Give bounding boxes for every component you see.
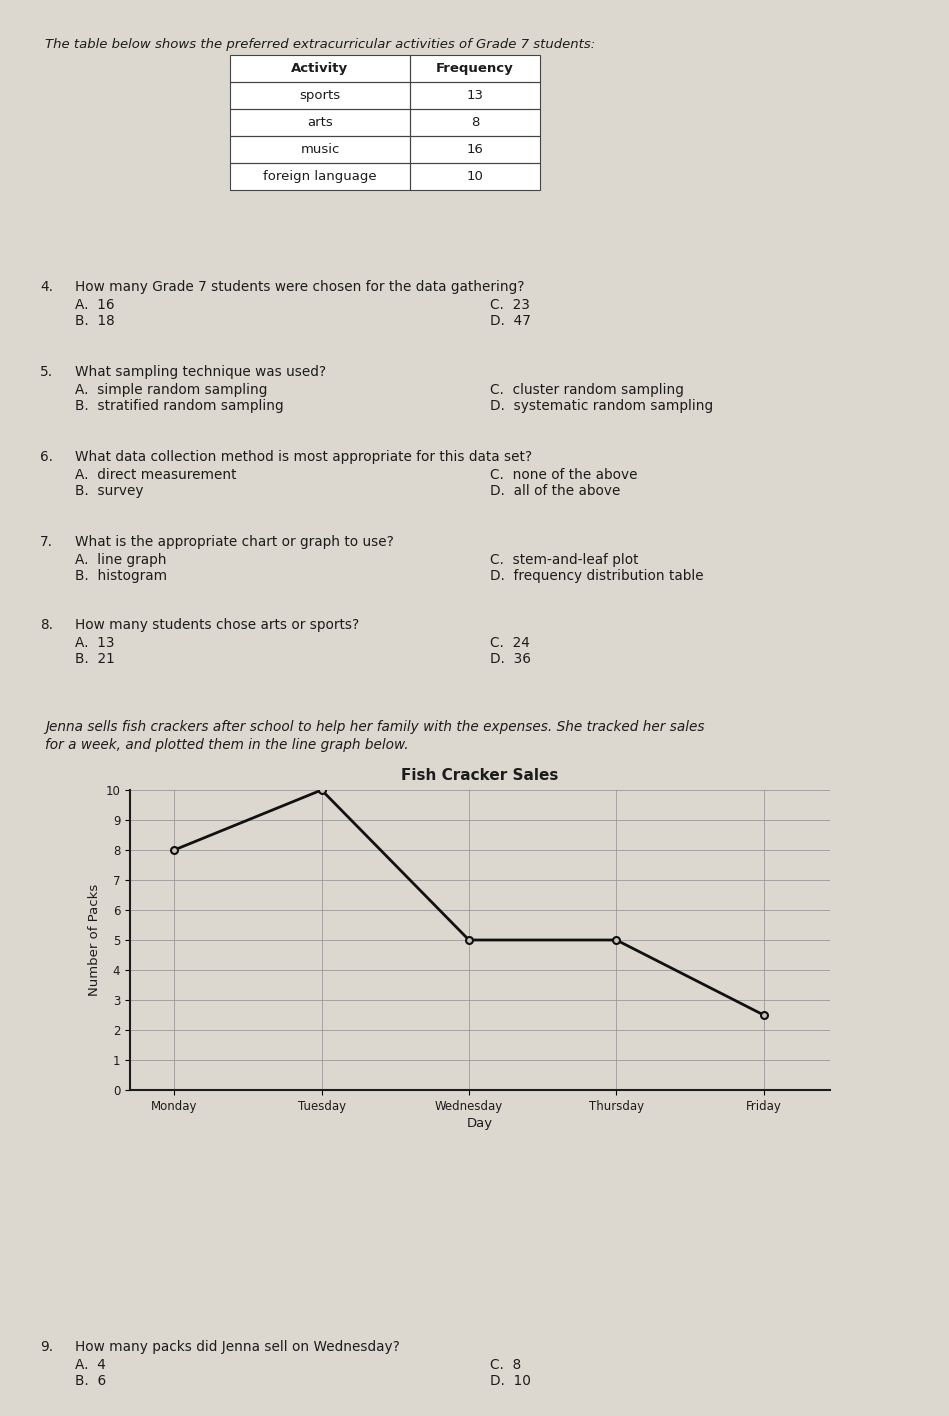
Text: How many Grade 7 students were chosen for the data gathering?: How many Grade 7 students were chosen fo… xyxy=(75,280,525,295)
Bar xyxy=(410,82,540,109)
Text: 16: 16 xyxy=(467,143,483,156)
Text: B.  survey: B. survey xyxy=(75,484,143,498)
Bar xyxy=(230,82,540,109)
Text: Frequency: Frequency xyxy=(437,62,513,75)
Bar xyxy=(230,163,540,190)
Text: What data collection method is most appropriate for this data set?: What data collection method is most appr… xyxy=(75,450,532,464)
Text: C.  cluster random sampling: C. cluster random sampling xyxy=(490,382,684,396)
Bar xyxy=(230,55,410,82)
Text: sports: sports xyxy=(300,89,341,102)
Text: D.  47: D. 47 xyxy=(490,314,530,329)
Text: C.  24: C. 24 xyxy=(490,636,530,650)
Text: foreign language: foreign language xyxy=(263,170,377,183)
Text: 13: 13 xyxy=(467,89,483,102)
Text: C.  none of the above: C. none of the above xyxy=(490,469,638,481)
Text: The table below shows the preferred extracurricular activities of Grade 7 studen: The table below shows the preferred extr… xyxy=(45,38,595,51)
Text: 9.: 9. xyxy=(40,1340,53,1354)
Text: What sampling technique was used?: What sampling technique was used? xyxy=(75,365,326,379)
Bar xyxy=(230,163,410,190)
Text: music: music xyxy=(300,143,340,156)
Text: D.  10: D. 10 xyxy=(490,1374,530,1388)
Text: A.  4: A. 4 xyxy=(75,1358,106,1372)
Text: 7.: 7. xyxy=(40,535,53,549)
Text: Activity: Activity xyxy=(291,62,348,75)
Bar xyxy=(230,109,410,136)
Text: D.  frequency distribution table: D. frequency distribution table xyxy=(490,569,703,583)
Text: 10: 10 xyxy=(467,170,483,183)
Text: D.  all of the above: D. all of the above xyxy=(490,484,621,498)
Bar xyxy=(230,136,540,163)
Text: A.  direct measurement: A. direct measurement xyxy=(75,469,236,481)
Bar xyxy=(410,136,540,163)
Text: 8.: 8. xyxy=(40,617,53,632)
Text: 6.: 6. xyxy=(40,450,53,464)
Text: How many packs did Jenna sell on Wednesday?: How many packs did Jenna sell on Wednesd… xyxy=(75,1340,400,1354)
Text: B.  6: B. 6 xyxy=(75,1374,106,1388)
Text: D.  systematic random sampling: D. systematic random sampling xyxy=(490,399,713,413)
X-axis label: Day: Day xyxy=(467,1117,493,1130)
Text: A.  13: A. 13 xyxy=(75,636,115,650)
Bar xyxy=(410,109,540,136)
Bar xyxy=(230,82,410,109)
Bar xyxy=(410,163,540,190)
Text: A.  simple random sampling: A. simple random sampling xyxy=(75,382,268,396)
Text: A.  line graph: A. line graph xyxy=(75,554,166,566)
Title: Fish Cracker Sales: Fish Cracker Sales xyxy=(401,769,559,783)
Text: What is the appropriate chart or graph to use?: What is the appropriate chart or graph t… xyxy=(75,535,394,549)
Bar xyxy=(410,55,540,82)
Text: arts: arts xyxy=(307,116,333,129)
Text: Jenna sells fish crackers after school to help her family with the expenses. She: Jenna sells fish crackers after school t… xyxy=(45,719,704,733)
Text: A.  16: A. 16 xyxy=(75,297,115,312)
Text: B.  21: B. 21 xyxy=(75,651,115,666)
Text: C.  stem-and-leaf plot: C. stem-and-leaf plot xyxy=(490,554,639,566)
Text: B.  18: B. 18 xyxy=(75,314,115,329)
Text: 8: 8 xyxy=(471,116,479,129)
Text: How many students chose arts or sports?: How many students chose arts or sports? xyxy=(75,617,360,632)
Bar xyxy=(230,136,410,163)
Text: B.  stratified random sampling: B. stratified random sampling xyxy=(75,399,284,413)
Text: for a week, and plotted them in the line graph below.: for a week, and plotted them in the line… xyxy=(45,738,409,752)
Y-axis label: Number of Packs: Number of Packs xyxy=(88,884,102,995)
Bar xyxy=(230,55,540,82)
Text: D.  36: D. 36 xyxy=(490,651,530,666)
Text: C.  8: C. 8 xyxy=(490,1358,521,1372)
Text: C.  23: C. 23 xyxy=(490,297,530,312)
Text: 4.: 4. xyxy=(40,280,53,295)
Text: 5.: 5. xyxy=(40,365,53,379)
Text: B.  histogram: B. histogram xyxy=(75,569,167,583)
Bar xyxy=(230,109,540,136)
